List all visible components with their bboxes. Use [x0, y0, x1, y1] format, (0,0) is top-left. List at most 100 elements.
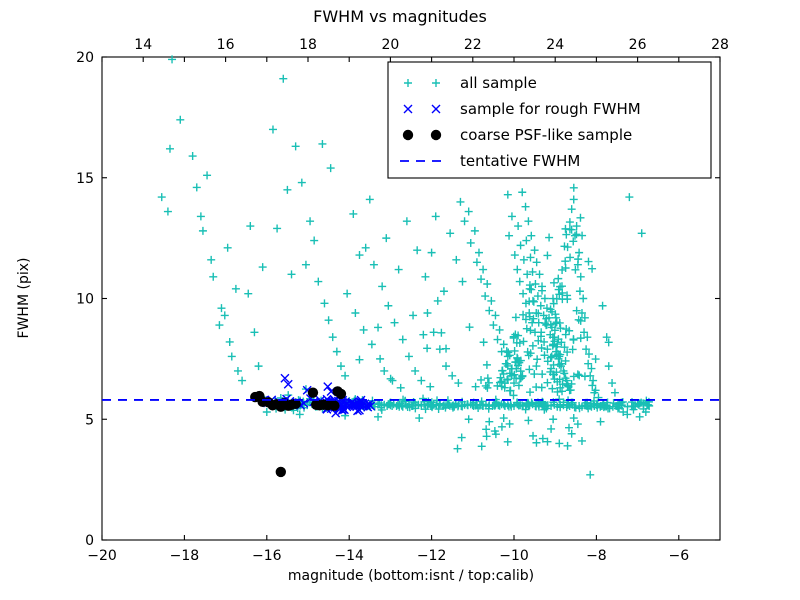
data-point-plus [215, 321, 224, 330]
data-point-plus [549, 299, 558, 308]
data-point-plus [580, 328, 589, 337]
data-point-plus [570, 403, 579, 412]
data-point-plus [555, 439, 564, 448]
data-point-plus [483, 280, 492, 289]
data-point-plus [553, 387, 562, 396]
data-point-plus [525, 365, 534, 374]
data-point-plus [404, 352, 413, 361]
data-point-plus [619, 408, 628, 417]
data-point-plus [523, 347, 532, 356]
data-point-plus [487, 296, 496, 305]
data-point-plus [495, 325, 504, 334]
legend-entry[interactable]: coarse PSF-like sample [402, 126, 632, 144]
data-point-plus [549, 415, 558, 424]
data-point-plus [557, 338, 566, 347]
data-point-plus [343, 289, 352, 298]
data-point-circle [329, 400, 340, 411]
data-point-plus [509, 333, 518, 342]
data-point-plus [558, 288, 567, 297]
data-point-plus [254, 362, 263, 371]
data-point-plus [528, 267, 537, 276]
data-point-plus [504, 348, 513, 357]
data-point-plus [526, 388, 535, 397]
data-point-circle [430, 129, 442, 141]
data-point-plus [411, 366, 420, 375]
data-point-cross [323, 382, 333, 392]
data-point-plus [478, 401, 487, 410]
data-point-plus [513, 265, 522, 274]
data-point-plus [384, 400, 393, 409]
data-point-plus [499, 399, 508, 408]
data-point-plus [634, 400, 643, 409]
data-point-plus [393, 400, 402, 409]
data-point-plus [596, 417, 605, 426]
data-point-plus [554, 350, 563, 359]
data-point-plus [380, 366, 389, 375]
data-point-plus [543, 345, 552, 354]
data-point-plus [503, 437, 512, 446]
data-point-plus [507, 212, 516, 221]
data-point-plus [528, 341, 537, 350]
data-point-plus [584, 350, 593, 359]
data-point-plus [521, 202, 530, 211]
top-axis-ticks: 14 16 18 20 22 24 26 28 [134, 37, 729, 62]
data-point-plus [349, 209, 358, 218]
top-tick-label: 22 [464, 37, 482, 53]
legend-box[interactable] [387, 61, 712, 179]
data-point-plus [518, 188, 527, 197]
data-point-plus [163, 207, 172, 216]
data-point-plus [441, 403, 450, 412]
legend-entry[interactable]: tentative FWHM [400, 152, 580, 170]
data-point-plus [506, 386, 515, 395]
data-point-plus [464, 415, 473, 424]
data-point-plus [485, 417, 494, 426]
data-point-plus [572, 230, 581, 239]
data-point-plus [588, 381, 597, 390]
data-point-plus [295, 410, 304, 419]
data-point-plus [548, 341, 557, 350]
data-point-plus [437, 328, 446, 337]
data-point-plus [511, 313, 520, 322]
data-point-plus [396, 399, 405, 408]
data-point-plus [580, 313, 589, 322]
x-tick-label: −8 [586, 548, 607, 564]
data-point-plus [427, 248, 436, 257]
data-point-plus [502, 347, 511, 356]
data-point-plus [550, 375, 559, 384]
data-point-plus [548, 370, 557, 379]
data-point-plus [532, 258, 541, 267]
data-point-plus [262, 408, 271, 417]
data-point-plus [408, 401, 417, 410]
data-point-plus [423, 308, 432, 317]
data-point-plus [583, 333, 592, 342]
data-point-plus [198, 226, 207, 235]
data-point-cross [353, 406, 362, 416]
data-point-plus [519, 310, 528, 319]
legend-entry[interactable]: all sample [404, 74, 537, 92]
data-point-plus [545, 233, 554, 242]
data-point-plus [499, 369, 508, 378]
data-point-plus [203, 171, 212, 180]
legend-label: all sample [460, 74, 537, 92]
data-point-plus [532, 402, 541, 411]
data-point-plus [542, 314, 551, 323]
data-point-plus [531, 280, 540, 289]
data-point-plus [355, 355, 364, 364]
data-point-plus [369, 260, 378, 269]
data-point-plus [569, 183, 578, 192]
data-point-plus [562, 379, 571, 388]
data-point-plus [402, 217, 411, 226]
data-point-plus [588, 264, 597, 273]
data-point-plus [355, 251, 364, 260]
data-point-plus [576, 213, 585, 222]
data-point-plus [233, 366, 242, 375]
data-point-plus [562, 325, 571, 334]
data-point-plus [367, 340, 376, 349]
data-point-plus [477, 375, 486, 384]
data-point-plus [625, 193, 634, 202]
data-point-plus [516, 374, 525, 383]
legend[interactable]: all sample sample for rough FWHM coarse PS… [387, 61, 712, 179]
legend-entry[interactable]: sample for rough FWHM [403, 100, 641, 118]
data-point-plus [428, 401, 437, 410]
